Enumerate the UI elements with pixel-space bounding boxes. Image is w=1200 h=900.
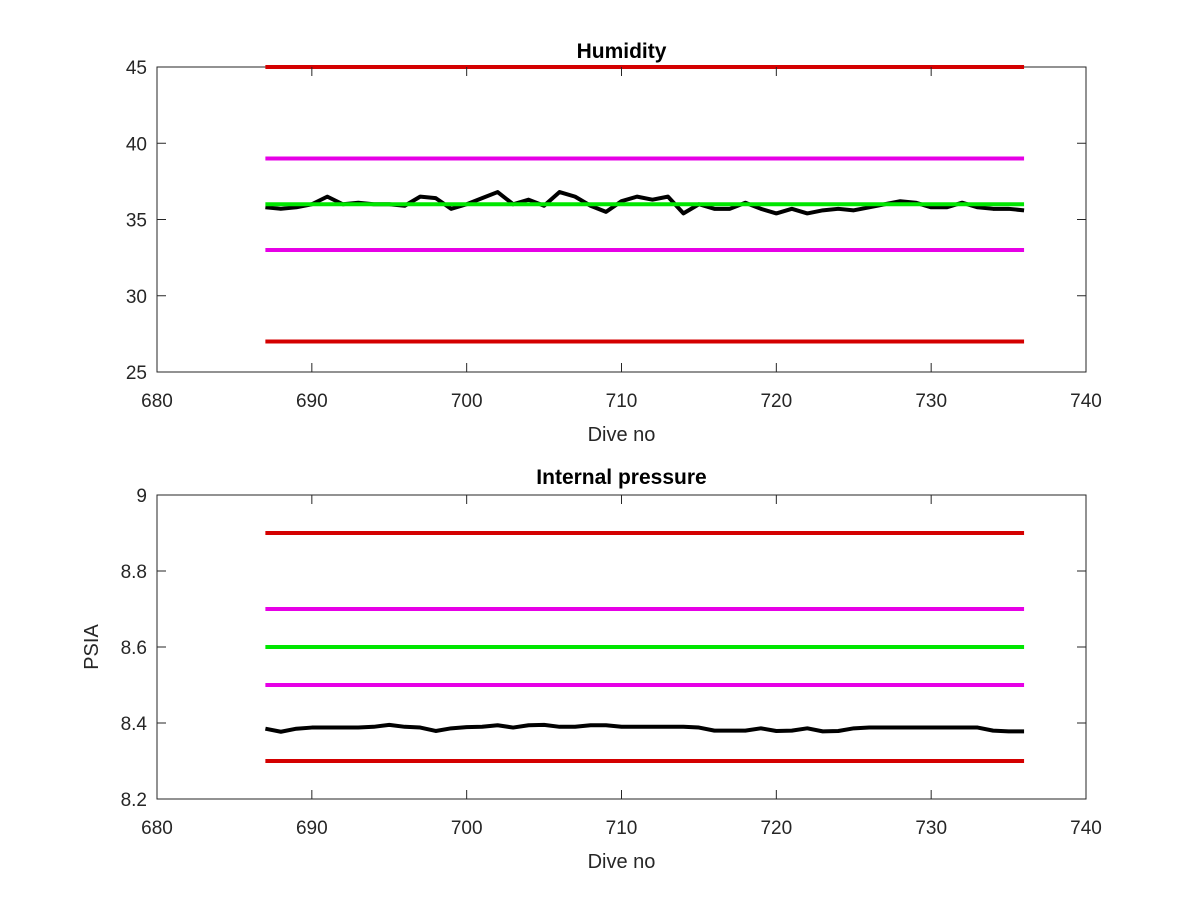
- internal-pressure-x-tick-label: 710: [606, 818, 638, 839]
- internal-pressure-x-tick-label: 700: [451, 818, 483, 839]
- humidity-x-tick-label: 690: [296, 391, 328, 412]
- humidity-y-tick-label: 40: [126, 134, 147, 155]
- internal-pressure-x-tick-label: 690: [296, 818, 328, 839]
- internal-pressure-y-tick-label: 9: [136, 486, 147, 507]
- internal-pressure-x-tick-label: 740: [1070, 818, 1102, 839]
- humidity-x-tick-label: 700: [451, 391, 483, 412]
- humidity-x-tick-label: 710: [606, 391, 638, 412]
- humidity-y-tick-label: 30: [126, 287, 147, 308]
- internal-pressure-y-axis-label: PSIA: [81, 624, 103, 670]
- internal-pressure-x-axis-label: Dive no: [588, 851, 656, 873]
- humidity-x-tick-label: 720: [760, 391, 792, 412]
- humidity-panel: 680 690 700 710 720 730 740 25 30 35 40 45 Humidity…: [126, 40, 1102, 446]
- humidity-x-tick-label: 730: [915, 391, 947, 412]
- internal-pressure-y-tick-label: 8.8: [121, 562, 147, 583]
- humidity-plot-area: [156, 66, 1087, 373]
- internal-pressure-chart-title: Internal pressure: [536, 466, 706, 489]
- internal-pressure-y-tick-label: 8.4: [121, 714, 148, 735]
- internal-pressure-panel: 680 690 700 710 720 730 740 8.2 8.4 8.6 8.8 9 Inter…: [81, 466, 1102, 873]
- internal-pressure-y-tick-label: 8.2: [121, 790, 147, 811]
- humidity-y-tick-label: 45: [126, 58, 147, 79]
- humidity-x-tick-label: 740: [1070, 391, 1102, 412]
- humidity-x-tick-label: 680: [141, 391, 173, 412]
- internal-pressure-y-tick-label: 8.6: [121, 638, 147, 659]
- humidity-series-layer: [265, 65, 1025, 344]
- internal-pressure-x-tick-label: 720: [760, 818, 792, 839]
- internal-pressure-ticks-layer: 680 690 700 710 720 730 740 8.2 8.4 8.6 8.8 9: [121, 486, 1102, 839]
- internal-pressure-x-tick-label: 730: [915, 818, 947, 839]
- internal-pressure-series-line-5: [264, 722, 1025, 734]
- humidity-chart-title: Humidity: [577, 40, 667, 63]
- humidity-y-tick-label: 25: [126, 363, 147, 384]
- humidity-y-tick-label: 35: [126, 211, 147, 232]
- internal-pressure-x-tick-label: 680: [141, 818, 173, 839]
- humidity-x-axis-label: Dive no: [588, 424, 656, 446]
- humidity-ticks-layer: 680 690 700 710 720 730 740 25 30 35 40 45: [126, 58, 1102, 412]
- internal-pressure-series-layer: [264, 531, 1025, 763]
